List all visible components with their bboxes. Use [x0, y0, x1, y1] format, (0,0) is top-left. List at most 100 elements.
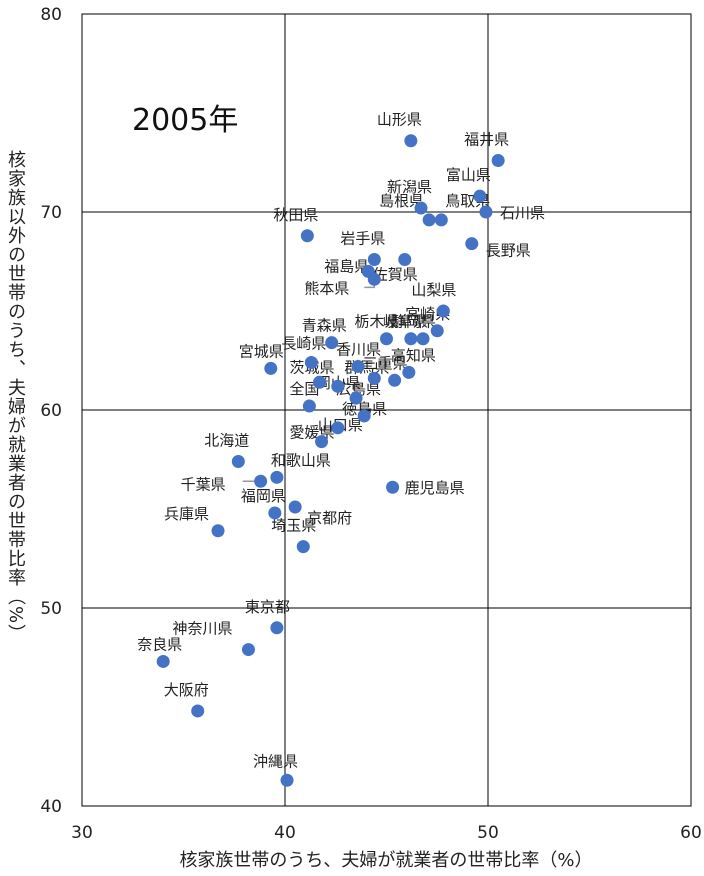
data-point: [479, 205, 493, 219]
data-point: [473, 189, 487, 203]
data-points: [156, 134, 505, 787]
data-point: [367, 253, 381, 267]
data-point: [388, 373, 402, 387]
data-point: [270, 470, 284, 484]
point-label: 熊本県: [304, 279, 349, 297]
x-axis-title: 核家族世帯のうち、夫婦が就業者の世帯比率（%）: [179, 850, 592, 871]
point-label: 宮城県: [239, 342, 284, 360]
data-point: [264, 361, 278, 375]
data-point: [422, 213, 436, 227]
point-label: 三重県: [363, 354, 408, 372]
point-label: 長野県: [486, 242, 531, 260]
data-point: [231, 454, 245, 468]
x-tick-label: 60: [680, 823, 702, 843]
point-label: 神奈川県: [172, 620, 232, 638]
data-point: [465, 237, 479, 251]
x-tick-labels: 30 40 50 60: [71, 823, 702, 843]
data-point: [325, 336, 339, 350]
data-point: [313, 375, 327, 389]
data-point: [296, 540, 310, 554]
y-tick-label: 60: [40, 401, 62, 421]
point-label: 山梨県: [411, 281, 456, 299]
y-tick-label: 70: [40, 203, 62, 223]
point-label: 和歌山県: [271, 451, 331, 469]
data-point: [331, 379, 345, 393]
x-tick-label: 50: [477, 823, 499, 843]
data-point: [300, 229, 314, 243]
x-tick-label: 40: [274, 823, 296, 843]
point-label: 全国: [289, 380, 319, 398]
point-label: 埼玉県: [271, 517, 316, 535]
y-tick-label: 50: [40, 599, 62, 619]
data-point: [280, 773, 294, 787]
point-label: 徳島県: [342, 400, 387, 418]
data-point: [156, 654, 170, 668]
point-label: 秋田県: [273, 206, 318, 224]
data-point: [270, 621, 284, 635]
point-label: 広島県: [336, 380, 381, 398]
data-point: [398, 253, 412, 267]
point-label: 長崎県: [281, 334, 326, 352]
point-label: 香川県: [336, 340, 381, 358]
data-point: [380, 332, 393, 346]
point-label: 新潟県: [387, 178, 432, 196]
data-point: [288, 500, 302, 514]
point-label: 京都府: [307, 509, 352, 527]
data-point: [351, 359, 365, 373]
data-point: [331, 421, 345, 435]
y-tick-labels: 40 50 60 70 80: [40, 5, 62, 817]
y-tick-label: 80: [40, 5, 62, 25]
plot-frame: [81, 13, 692, 807]
point-label: 愛媛県: [290, 424, 335, 442]
data-point: [402, 365, 416, 379]
data-point: [404, 134, 418, 148]
point-label: 高知県: [391, 346, 436, 364]
point-labels: 山形県福井県富山県新潟県石川県島根県 鳥取県秋田県長野県岩手県佐賀県福島県熊本県山…: [137, 111, 545, 771]
x-tick-label: 30: [71, 823, 93, 843]
point-label: 島根県: [379, 192, 424, 210]
data-point: [191, 704, 205, 718]
data-point: [491, 154, 505, 168]
data-point: [430, 324, 444, 338]
data-point: [436, 304, 450, 318]
data-point: [367, 371, 381, 385]
data-point: [315, 435, 329, 449]
data-point: [254, 474, 268, 488]
point-label: 大阪府: [164, 681, 209, 699]
point-label: 東京都: [245, 598, 290, 616]
point-label: 富山県: [446, 166, 491, 184]
point-label: 北海道: [204, 431, 249, 449]
data-point: [241, 643, 255, 657]
point-label: 兵庫県: [164, 505, 209, 523]
point-label: 青森県: [302, 317, 347, 335]
point-label: 石川県: [500, 204, 545, 222]
point-label: 栃木県: [355, 313, 400, 331]
data-point: [404, 332, 418, 346]
y-tick-label: 40: [40, 797, 62, 817]
point-label: 沖縄県: [253, 752, 298, 770]
data-point: [367, 272, 381, 286]
point-label: 岐阜県: [383, 313, 428, 331]
data-point: [416, 332, 430, 346]
year-annotation: 2005年: [132, 103, 238, 138]
grid-lines: [82, 14, 691, 806]
point-label: 鹿児島県: [405, 479, 465, 497]
point-label: 福島県: [324, 257, 369, 275]
y-axis-title: 核家族以外の世帯のうち、夫婦が就業者の世帯比率（%）: [5, 150, 26, 644]
data-point: [414, 201, 428, 215]
point-label: 奈良県: [137, 635, 182, 653]
data-point: [304, 355, 318, 369]
point-label: 千葉県: [181, 475, 226, 493]
point-label: 福岡県: [241, 487, 286, 505]
point-label: 静岡県: [391, 313, 436, 331]
point-label: 福井県: [464, 131, 509, 149]
data-point: [302, 399, 316, 413]
data-point: [268, 506, 282, 520]
point-label: 山形県: [377, 111, 422, 129]
data-point: [386, 480, 400, 494]
point-label: 佐賀県: [373, 266, 418, 284]
point-label: 岩手県: [340, 230, 385, 248]
data-point: [357, 409, 371, 423]
data-point: [211, 524, 225, 538]
